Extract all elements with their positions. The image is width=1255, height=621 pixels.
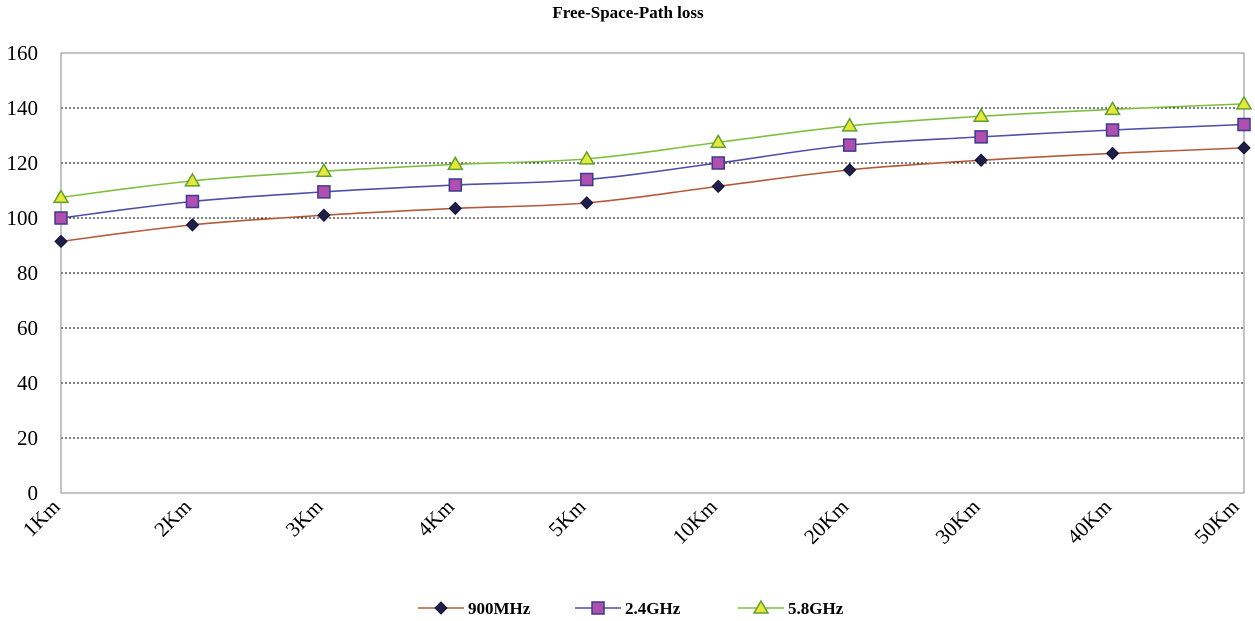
legend-marker xyxy=(434,601,448,615)
data-point xyxy=(1104,100,1121,116)
data-point xyxy=(1235,95,1253,110)
legend-marker xyxy=(752,599,770,614)
chart-title: Free-Space-Path loss xyxy=(552,3,704,22)
x-tick-label: 20Km xyxy=(799,495,853,549)
data-point xyxy=(578,150,596,165)
data-point xyxy=(974,130,988,144)
data-point xyxy=(185,194,200,209)
data-point xyxy=(1105,123,1120,137)
data-point xyxy=(580,196,594,210)
y-tick-label: 80 xyxy=(17,261,38,285)
data-point xyxy=(447,155,464,171)
data-point xyxy=(711,156,725,170)
y-tick-label: 40 xyxy=(17,371,38,395)
legend-label: 900MHz xyxy=(468,599,531,618)
x-tick-label: 50Km xyxy=(1189,495,1243,549)
data-point xyxy=(1105,146,1120,161)
x-tick-label: 1Km xyxy=(18,495,65,542)
x-tick-label: 30Km xyxy=(931,495,985,549)
y-tick-label: 100 xyxy=(7,206,39,230)
x-tick-label: 40Km xyxy=(1062,495,1116,549)
data-point xyxy=(709,133,727,149)
data-point xyxy=(711,179,725,194)
data-point xyxy=(184,172,201,187)
legend-item: 2.4GHz xyxy=(575,599,681,618)
data-point xyxy=(317,208,331,222)
data-point xyxy=(1237,141,1251,155)
data-point xyxy=(842,138,857,152)
data-point xyxy=(842,163,857,177)
series-900MHz xyxy=(54,141,1251,249)
x-tick-label: 4Km xyxy=(412,495,459,542)
plot-frame xyxy=(60,52,1245,494)
gridlines xyxy=(61,107,1244,439)
data-point xyxy=(972,107,990,122)
data-point xyxy=(54,234,68,249)
legend-item: 5.8GHz xyxy=(738,599,844,618)
data-point xyxy=(974,153,988,167)
x-tick-label: 3Km xyxy=(281,495,328,542)
legend-label: 2.4GHz xyxy=(625,599,681,618)
data-point xyxy=(1237,117,1251,132)
data-point xyxy=(185,218,200,232)
data-point xyxy=(317,185,331,199)
data-point xyxy=(52,188,70,204)
data-point xyxy=(448,178,463,192)
axes xyxy=(60,52,1245,494)
y-tick-label: 20 xyxy=(17,426,38,450)
x-tick-labels: 1Km 2Km 3Km 4Km 5Km 10Km 20Km 30Km 40Km 50Km xyxy=(18,495,1244,549)
data-point xyxy=(315,162,333,177)
x-tick-label: 5Km xyxy=(544,495,591,542)
series-2.4GHz xyxy=(54,117,1251,225)
series-line xyxy=(60,123,1245,219)
y-tick-label: 160 xyxy=(7,41,39,65)
y-tick-labels: 0 20 40 60 80 100 120 140 160 xyxy=(7,41,39,505)
legend-label: 5.8GHz xyxy=(788,599,844,618)
data-point xyxy=(448,201,463,216)
legend: 900MHz 2.4GHz 5.8GHz xyxy=(418,599,844,618)
x-tick-label: 2Km xyxy=(149,495,196,542)
x-tick-label: 10Km xyxy=(668,495,722,549)
data-point xyxy=(841,117,858,132)
data-point xyxy=(580,172,594,187)
series-5.8GHz xyxy=(52,95,1253,204)
y-tick-label: 140 xyxy=(7,96,39,120)
y-tick-label: 60 xyxy=(17,316,38,340)
y-tick-label: 120 xyxy=(7,151,39,175)
data-point xyxy=(54,211,68,225)
series-line xyxy=(60,103,1245,199)
legend-item: 900MHz xyxy=(418,599,531,618)
series-lines xyxy=(52,95,1253,249)
y-tick-label: 0 xyxy=(28,481,39,505)
series-line xyxy=(60,147,1245,243)
legend-marker xyxy=(591,601,605,615)
